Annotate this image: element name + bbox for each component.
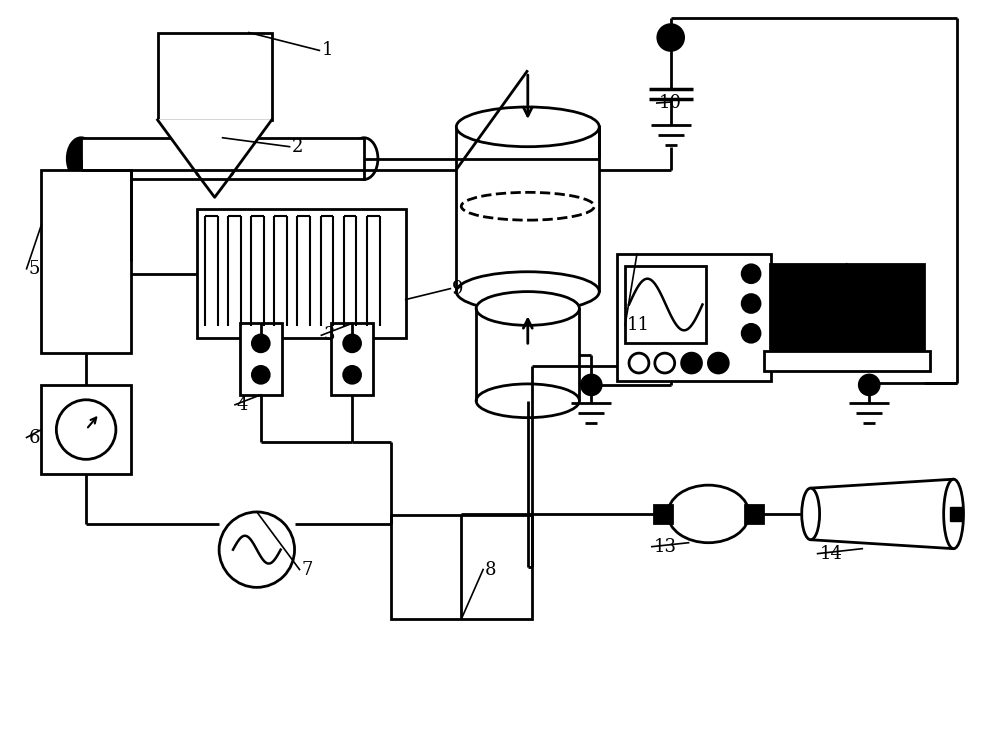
Circle shape: [581, 375, 601, 395]
Text: 7: 7: [301, 560, 313, 579]
Bar: [617, 254, 771, 381]
Text: 6: 6: [29, 429, 40, 447]
Text: 10: 10: [659, 94, 682, 112]
Ellipse shape: [802, 488, 820, 539]
Circle shape: [742, 294, 760, 313]
Text: 13: 13: [654, 538, 677, 556]
Bar: [391, 515, 532, 619]
Ellipse shape: [476, 384, 579, 418]
Circle shape: [344, 366, 361, 383]
Circle shape: [252, 366, 269, 383]
Circle shape: [219, 512, 295, 588]
Circle shape: [56, 400, 116, 459]
Bar: [764, 351, 930, 371]
Bar: [331, 323, 373, 395]
Bar: [197, 210, 406, 338]
Bar: [625, 266, 706, 343]
Circle shape: [742, 325, 760, 343]
Ellipse shape: [350, 137, 378, 180]
Bar: [654, 505, 672, 523]
Text: 12: 12: [818, 296, 840, 314]
Ellipse shape: [456, 272, 599, 311]
Bar: [770, 264, 924, 351]
Text: 11: 11: [627, 317, 650, 334]
Polygon shape: [158, 120, 272, 175]
Ellipse shape: [456, 107, 599, 146]
Text: 3: 3: [323, 326, 335, 344]
Ellipse shape: [67, 137, 95, 180]
Ellipse shape: [668, 485, 749, 542]
Bar: [81, 137, 364, 180]
Text: 4: 4: [237, 396, 248, 414]
Text: 1: 1: [321, 42, 333, 59]
Circle shape: [742, 265, 760, 282]
Bar: [41, 385, 131, 474]
Ellipse shape: [944, 479, 964, 548]
Text: 14: 14: [820, 545, 842, 562]
Circle shape: [708, 353, 728, 373]
Text: 9: 9: [452, 279, 464, 298]
Ellipse shape: [476, 291, 579, 325]
Bar: [950, 507, 962, 521]
Ellipse shape: [461, 192, 594, 220]
Text: 2: 2: [292, 137, 303, 156]
Text: 8: 8: [485, 560, 497, 579]
Bar: [158, 33, 272, 120]
Circle shape: [252, 335, 269, 351]
Circle shape: [859, 375, 879, 395]
Text: 5: 5: [29, 260, 40, 278]
Circle shape: [629, 353, 649, 373]
Circle shape: [658, 25, 684, 51]
Bar: [41, 169, 131, 353]
Bar: [745, 505, 763, 523]
Circle shape: [344, 335, 361, 351]
Circle shape: [682, 353, 701, 373]
Circle shape: [655, 353, 675, 373]
Bar: [240, 323, 282, 395]
